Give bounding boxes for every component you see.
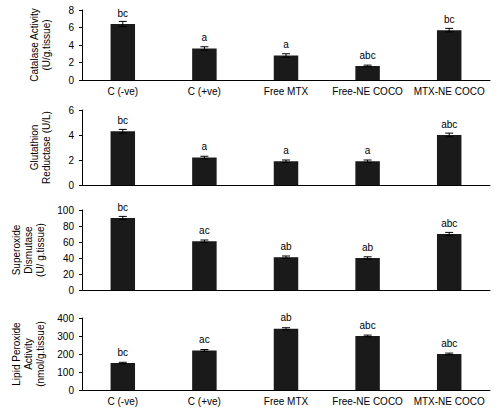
svg-text:Catalase Activity: Catalase Activity [29, 8, 40, 81]
svg-text:bc: bc [118, 115, 129, 126]
svg-text:ab: ab [280, 312, 292, 323]
svg-text:Free-NE COCO: Free-NE COCO [332, 86, 403, 97]
svg-text:bc: bc [118, 347, 129, 358]
svg-text:Glutathion: Glutathion [29, 125, 40, 171]
svg-text:a: a [283, 145, 289, 156]
svg-text:ab: ab [280, 241, 292, 252]
svg-text:300: 300 [57, 331, 74, 342]
svg-text:(U/ g.tissue): (U/ g.tissue) [35, 223, 46, 277]
svg-text:Free MTX: Free MTX [264, 396, 309, 407]
svg-text:0: 0 [68, 385, 74, 396]
svg-text:ab: ab [362, 242, 374, 253]
svg-text:C (-ve): C (-ve) [108, 396, 139, 407]
svg-text:2: 2 [68, 57, 74, 68]
svg-text:40: 40 [63, 253, 75, 264]
svg-text:ac: ac [199, 334, 210, 345]
svg-text:Free-NE COCO: Free-NE COCO [332, 396, 403, 407]
svg-text:0: 0 [68, 180, 74, 191]
svg-text:2: 2 [68, 155, 74, 166]
svg-text:6: 6 [68, 105, 74, 116]
svg-text:a: a [202, 32, 208, 43]
svg-text:ac: ac [199, 225, 210, 236]
svg-text:(nmol/g.tissue): (nmol/g.tissue) [35, 321, 46, 387]
svg-text:Lipid Peroxide: Lipid Peroxide [11, 322, 22, 386]
svg-text:bc: bc [118, 202, 129, 213]
svg-text:100: 100 [57, 205, 74, 216]
svg-text:C (-ve): C (-ve) [108, 86, 139, 97]
svg-text:a: a [365, 145, 371, 156]
svg-text:abc: abc [441, 218, 457, 229]
svg-text:400: 400 [57, 313, 74, 324]
svg-text:4: 4 [68, 130, 74, 141]
svg-text:Activity: Activity [23, 338, 34, 370]
svg-text:abc: abc [360, 320, 376, 331]
svg-text:MTX-NE COCO: MTX-NE COCO [414, 396, 485, 407]
svg-text:0: 0 [68, 75, 74, 86]
svg-text:6: 6 [68, 22, 74, 33]
svg-text:100: 100 [57, 367, 74, 378]
svg-text:0: 0 [68, 285, 74, 296]
svg-text:bc: bc [118, 8, 129, 19]
svg-text:a: a [202, 141, 208, 152]
svg-text:Free MTX: Free MTX [264, 86, 309, 97]
svg-text:Reductase (U/L): Reductase (U/L) [41, 111, 52, 184]
svg-text:60: 60 [63, 237, 75, 248]
svg-text:MTX-NE COCO: MTX-NE COCO [414, 86, 485, 97]
svg-text:abc: abc [441, 338, 457, 349]
svg-text:C (+ve): C (+ve) [188, 86, 221, 97]
svg-text:4: 4 [68, 40, 74, 51]
svg-text:bc: bc [444, 14, 455, 25]
svg-text:Dismutase: Dismutase [23, 226, 34, 274]
svg-text:abc: abc [360, 50, 376, 61]
svg-text:a: a [283, 39, 289, 50]
svg-text:C (+ve): C (+ve) [188, 396, 221, 407]
svg-text:200: 200 [57, 349, 74, 360]
svg-text:(U/g.tissue): (U/g.tissue) [41, 19, 52, 70]
svg-text:80: 80 [63, 221, 75, 232]
svg-text:abc: abc [441, 119, 457, 130]
svg-text:8: 8 [68, 5, 74, 16]
svg-text:20: 20 [63, 269, 75, 280]
svg-text:Superoxide: Superoxide [11, 224, 22, 275]
